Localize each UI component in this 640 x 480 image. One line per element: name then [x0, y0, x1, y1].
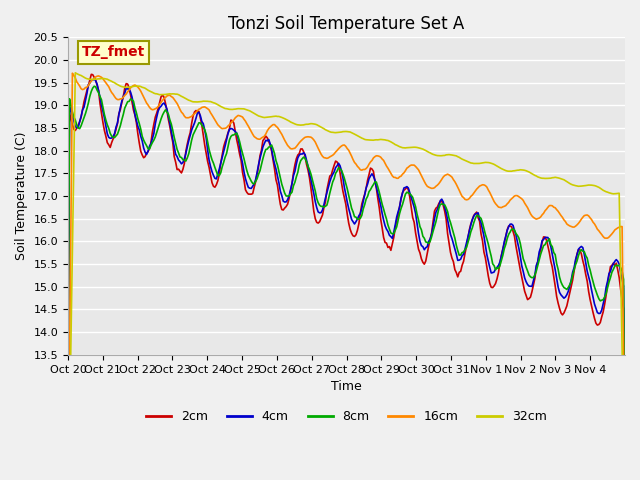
- 16cm: [618, 224, 626, 229]
- 8cm: [545, 236, 553, 242]
- 32cm: [84, 76, 92, 82]
- Line: 2cm: 2cm: [68, 74, 625, 480]
- 4cm: [83, 91, 91, 96]
- 4cm: [463, 240, 470, 246]
- Text: TZ_fmet: TZ_fmet: [82, 46, 145, 60]
- 2cm: [545, 250, 553, 256]
- 2cm: [64, 393, 72, 398]
- 32cm: [352, 132, 360, 138]
- 32cm: [102, 76, 109, 82]
- 16cm: [545, 203, 553, 208]
- Legend: 2cm, 4cm, 8cm, 16cm, 32cm: 2cm, 4cm, 8cm, 16cm, 32cm: [141, 405, 552, 428]
- 4cm: [618, 276, 626, 282]
- 32cm: [72, 70, 79, 76]
- 32cm: [618, 345, 626, 351]
- 2cm: [102, 133, 109, 139]
- 16cm: [463, 197, 470, 203]
- 16cm: [68, 71, 76, 76]
- 8cm: [90, 84, 98, 89]
- 8cm: [463, 244, 470, 250]
- 2cm: [618, 297, 626, 303]
- 4cm: [102, 123, 109, 129]
- 2cm: [88, 72, 95, 77]
- Line: 4cm: 4cm: [68, 79, 625, 480]
- 8cm: [83, 106, 91, 111]
- Y-axis label: Soil Temperature (C): Soil Temperature (C): [15, 132, 28, 260]
- 16cm: [84, 83, 92, 88]
- Line: 16cm: 16cm: [68, 73, 625, 480]
- 4cm: [64, 389, 72, 395]
- 4cm: [545, 239, 553, 244]
- 2cm: [83, 88, 91, 94]
- X-axis label: Time: Time: [331, 380, 362, 393]
- 32cm: [545, 175, 553, 181]
- 32cm: [463, 158, 470, 164]
- Title: Tonzi Soil Temperature Set A: Tonzi Soil Temperature Set A: [228, 15, 465, 33]
- 16cm: [102, 80, 109, 85]
- 8cm: [64, 384, 72, 389]
- 2cm: [352, 232, 360, 238]
- 8cm: [352, 214, 360, 220]
- 4cm: [90, 76, 98, 82]
- 2cm: [463, 243, 470, 249]
- 4cm: [352, 219, 360, 225]
- Line: 32cm: 32cm: [68, 73, 625, 480]
- 16cm: [621, 470, 629, 476]
- Line: 8cm: 8cm: [68, 86, 625, 480]
- 8cm: [102, 117, 109, 123]
- 8cm: [618, 268, 626, 274]
- 16cm: [352, 161, 360, 167]
